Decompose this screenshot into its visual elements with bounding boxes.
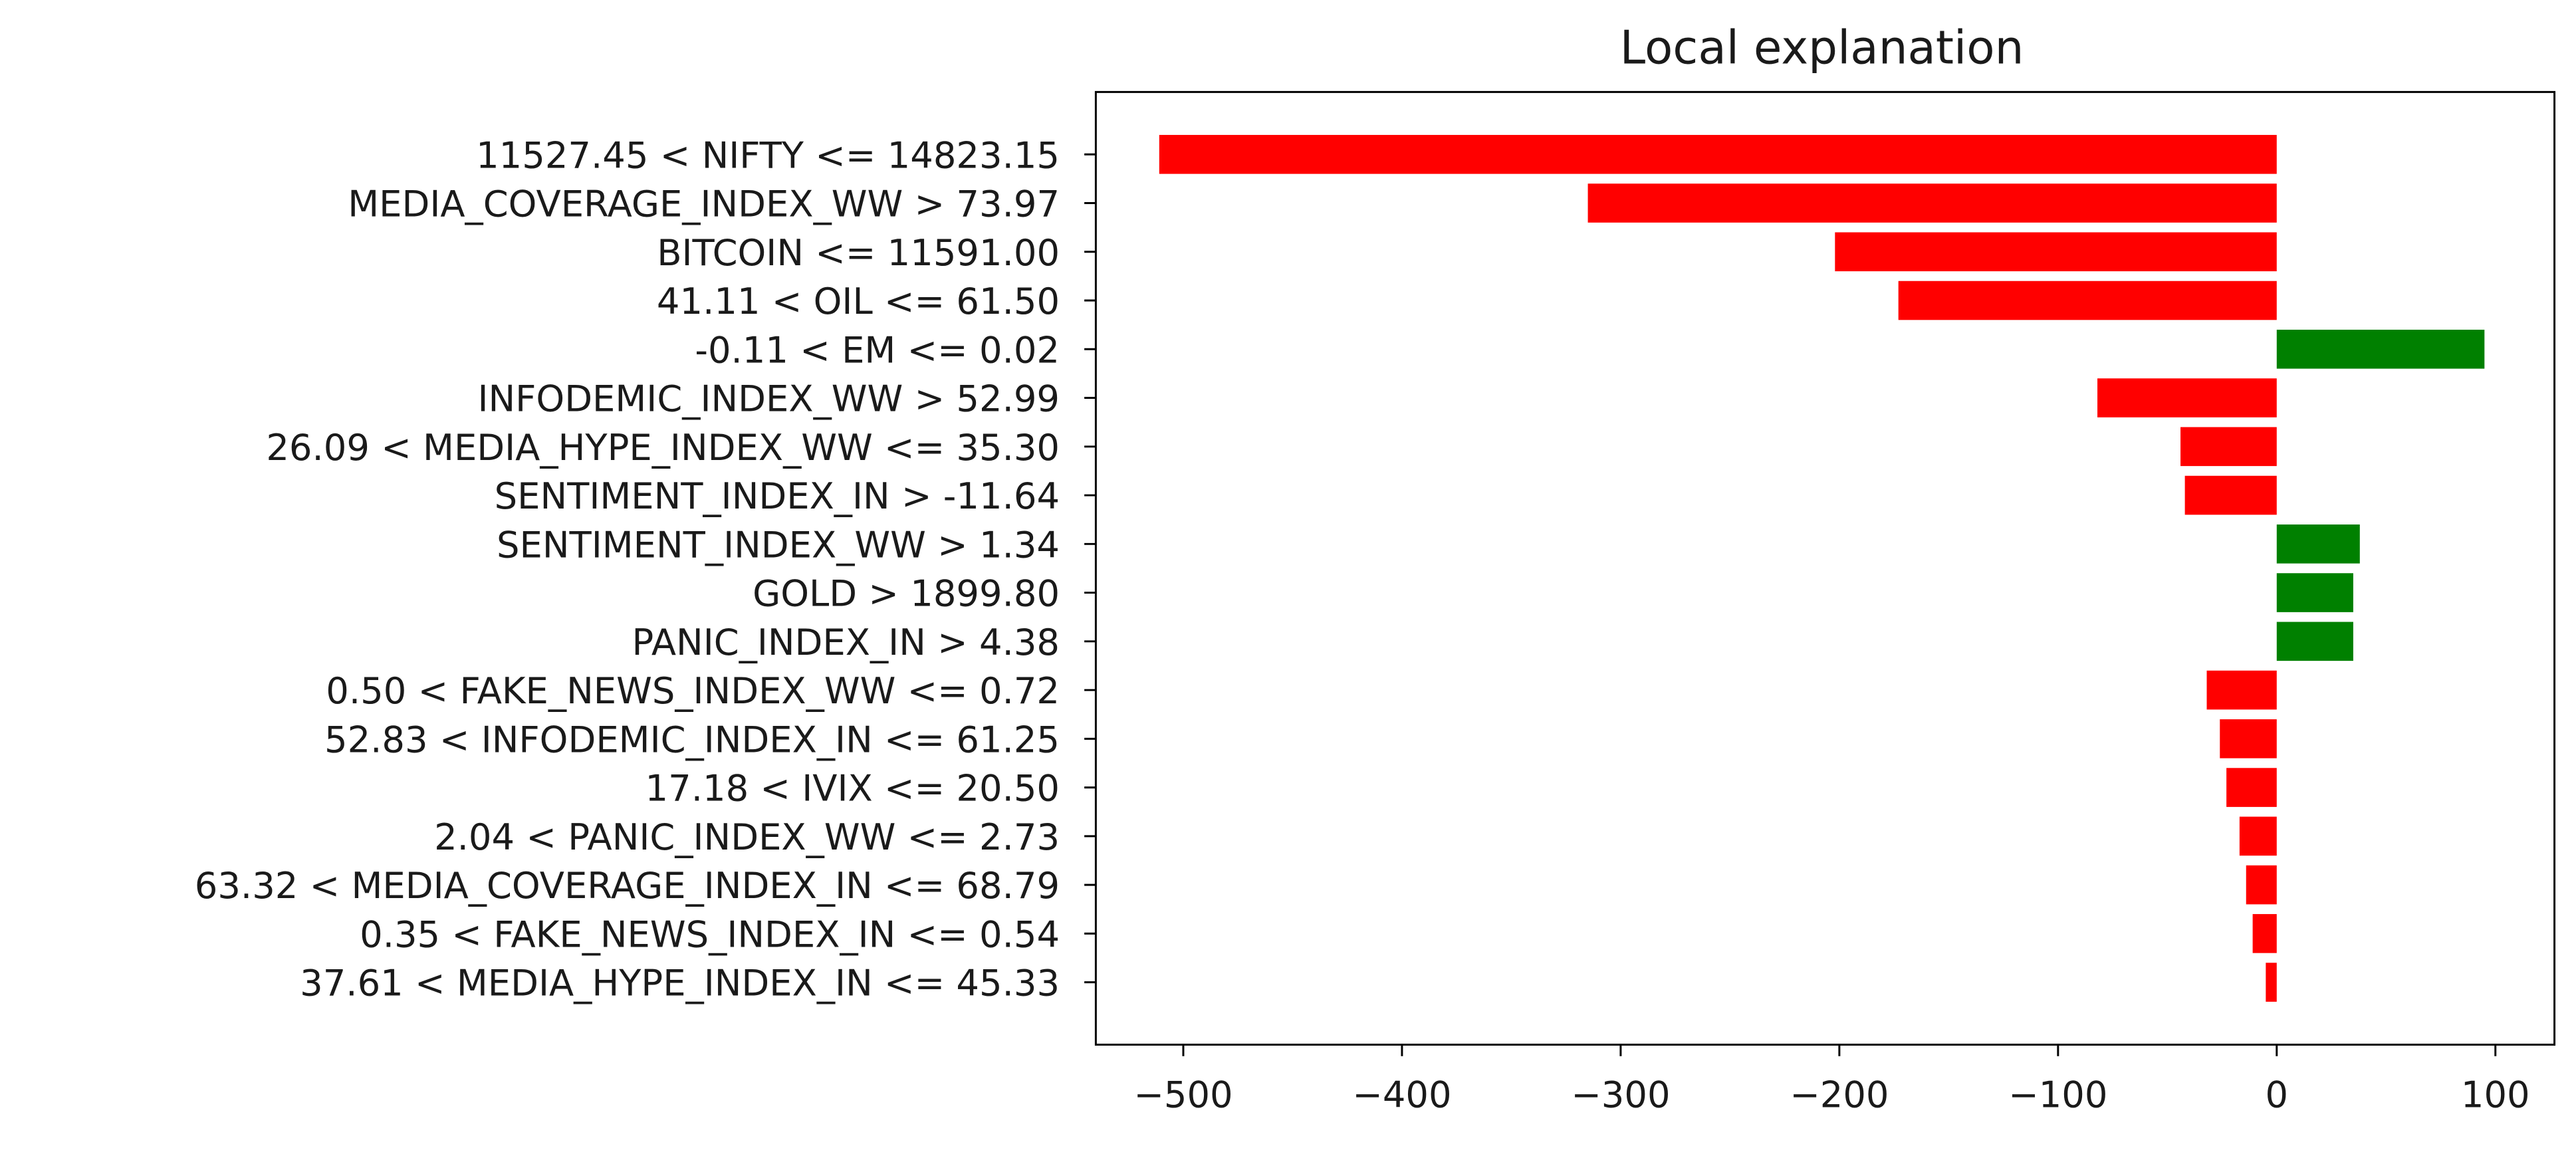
y-tick-label: 37.61 < MEDIA_HYPE_INDEX_IN <= 45.33 [300,963,1060,1004]
y-tick-label: 52.83 < INFODEMIC_INDEX_IN <= 61.25 [324,719,1060,760]
y-tick-label: 11527.45 < NIFTY <= 14823.15 [476,134,1060,176]
y-tick-label: -0.11 < EM <= 0.02 [695,329,1060,371]
y-tick-label: GOLD > 1899.80 [753,573,1060,615]
plot-frame [1094,90,2556,1046]
x-tick-label: −500 [1133,1074,1232,1116]
y-tick-label: 0.35 < FAKE_NEWS_INDEX_IN <= 0.54 [360,913,1060,955]
bar [2266,963,2277,1002]
bar [2226,768,2277,807]
y-tick-label: PANIC_INDEX_IN > 4.38 [632,622,1060,663]
x-tick-label: −300 [1571,1074,1670,1116]
bar [2276,329,2485,369]
x-tick-label: −400 [1352,1074,1451,1116]
bar [2184,475,2277,515]
bar [2276,524,2360,564]
bar [1587,183,2277,223]
y-tick-label: 17.18 < IVIX <= 20.50 [645,768,1060,810]
y-tick-label: INFODEMIC_INDEX_WW > 52.99 [477,378,1060,420]
chart-title: Local explanation [1620,22,2024,75]
bar [2180,427,2277,467]
y-tick-label: MEDIA_COVERAGE_INDEX_WW > 73.97 [348,183,1060,225]
bar [2206,670,2277,710]
y-tick-label: 41.11 < OIL <= 61.50 [657,281,1060,322]
bar [2220,719,2277,758]
y-tick-label: 2.04 < PANIC_INDEX_WW <= 2.73 [434,816,1060,858]
y-tick-label: 26.09 < MEDIA_HYPE_INDEX_WW <= 35.30 [266,427,1060,469]
x-tick-label: −100 [2008,1074,2107,1116]
x-tick-label: 100 [2461,1074,2530,1116]
y-tick-label: 63.32 < MEDIA_COVERAGE_INDEX_IN <= 68.79 [195,865,1060,907]
y-tick-label: BITCOIN <= 11591.00 [657,232,1060,274]
x-tick-label: 0 [2266,1074,2289,1116]
bar [2276,573,2353,612]
bar [1898,281,2277,320]
y-tick-label: SENTIMENT_INDEX_WW > 1.34 [497,524,1060,566]
bar [2097,378,2277,417]
bar [2252,914,2277,953]
x-tick-label: −200 [1790,1074,1889,1116]
y-tick-label: SENTIMENT_INDEX_IN > -11.64 [495,475,1060,517]
bar [1835,232,2277,272]
bar [2246,865,2277,905]
bar [2276,622,2353,661]
bar [2239,816,2277,856]
y-tick-label: 0.50 < FAKE_NEWS_INDEX_WW <= 0.72 [326,670,1060,712]
bar [1159,134,2277,174]
